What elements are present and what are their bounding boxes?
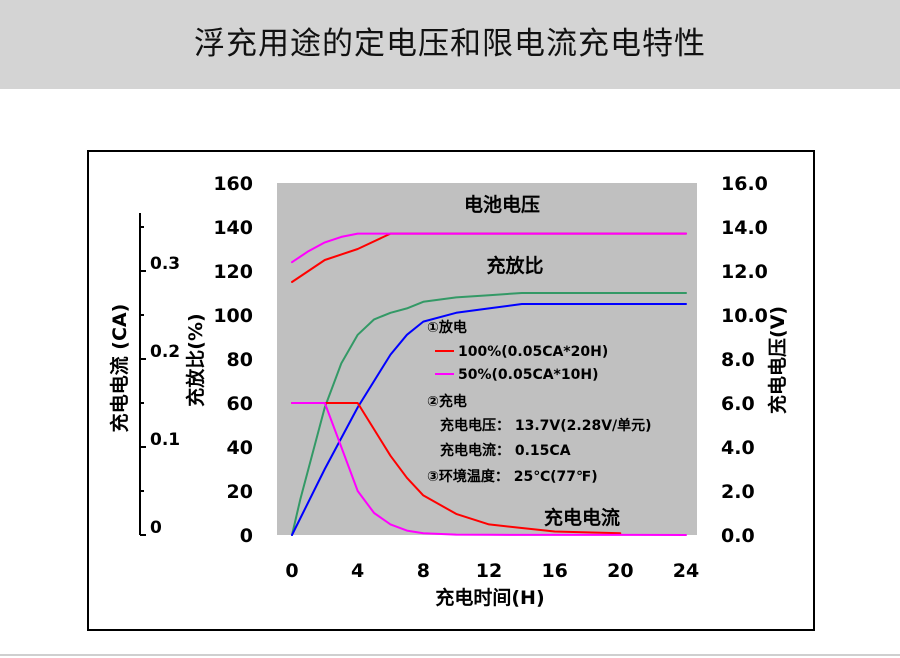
- ratio-green-series-line: [291, 292, 687, 536]
- ratio-tick-label: 20: [227, 481, 253, 503]
- time-tick-label: 20: [607, 560, 633, 582]
- current-tick-label: 0: [150, 518, 162, 538]
- ratio-tick-label: 160: [213, 173, 253, 195]
- current-curve-label: 充电电流: [544, 506, 620, 529]
- time-axis-title: 充电时间(H): [435, 586, 544, 609]
- legend-magenta-text: 50%(0.05CA*10H): [458, 367, 598, 383]
- voltage-tick-label: 0.0: [721, 525, 755, 547]
- ratio-tick-label: 120: [213, 261, 253, 283]
- current-magenta-series-line: [291, 402, 687, 536]
- voltage-tick-label: 12.0: [721, 261, 768, 283]
- current-tick-label: 0.1: [150, 430, 180, 450]
- time-tick-label: 12: [476, 560, 502, 582]
- voltage-magenta-series-line: [291, 232, 687, 264]
- voltage-tick-label: 4.0: [721, 437, 755, 459]
- ratio-curve-label: 充放比: [486, 254, 543, 277]
- current-tick-label: 0.3: [150, 254, 180, 274]
- legend-red-text: 100%(0.05CA*20H): [458, 344, 608, 360]
- time-tick-label: 16: [541, 560, 567, 582]
- ratio-tick-label: 140: [213, 217, 253, 239]
- chart-frame: [87, 150, 815, 631]
- plot-area: [277, 183, 697, 535]
- voltage-tick-label: 16.0: [721, 173, 768, 195]
- voltage-tick-label: 10.0: [721, 305, 768, 327]
- ratio-tick-label: 80: [227, 349, 253, 371]
- voltage-axis-title: 充电电压(V): [766, 306, 789, 414]
- time-tick-label: 24: [673, 560, 699, 582]
- ratio-blue-series-line: [291, 303, 687, 536]
- ratio-axis-title: 充放比(%): [184, 313, 207, 406]
- bottom-divider: [0, 654, 900, 656]
- voltage-tick-label: 6.0: [721, 393, 755, 415]
- time-tick-label: 8: [417, 560, 430, 582]
- ratio-tick-label: 0: [240, 525, 253, 547]
- time-tick-label: 4: [351, 560, 364, 582]
- ratio-tick-label: 40: [227, 437, 253, 459]
- voltage-tick-label: 8.0: [721, 349, 755, 371]
- charge-heading: ②充电: [427, 393, 467, 410]
- current-axis-title: 充电电流 (CA): [108, 304, 131, 433]
- page-title: 浮充用途的定电压和限电流充电特性: [194, 26, 706, 62]
- discharge-heading: ①放电: [427, 319, 467, 336]
- time-tick-label: 0: [285, 560, 298, 582]
- current-tick-label: 0.2: [150, 342, 180, 362]
- title-bar: [0, 0, 900, 89]
- ratio-tick-label: 100: [213, 305, 253, 327]
- voltage-tick-label: 14.0: [721, 217, 768, 239]
- ratio-tick-label: 60: [227, 393, 253, 415]
- voltage-curve-label: 电池电压: [464, 193, 540, 216]
- current-red-series-line: [291, 402, 622, 535]
- charge-current-note: 充电电流： 0.15CA: [440, 442, 571, 459]
- voltage-tick-label: 2.0: [721, 481, 755, 503]
- temperature-note: ③环境温度： 25℃(77℉): [427, 468, 598, 485]
- charge-voltage-note: 充电电压： 13.7V(2.28V/单元): [440, 417, 652, 434]
